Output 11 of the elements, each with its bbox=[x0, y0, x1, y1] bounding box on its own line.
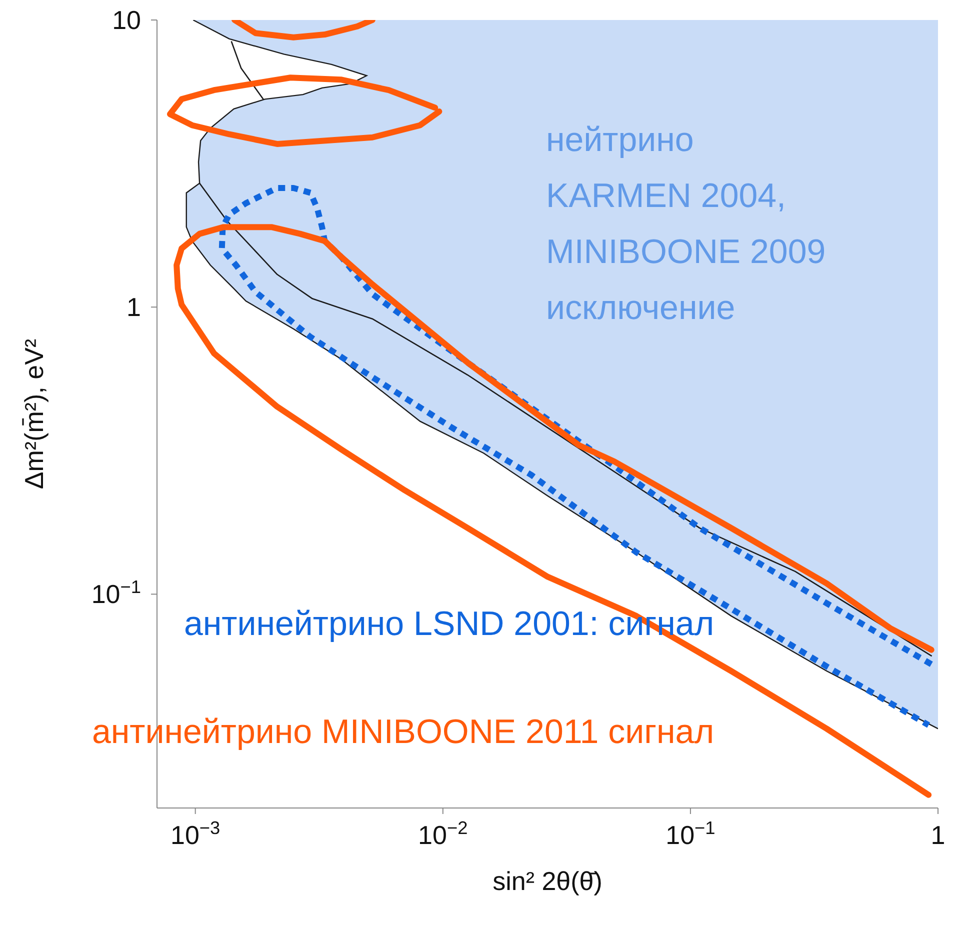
y-tick-label: 1 bbox=[126, 292, 141, 322]
x-tick-label: 1 bbox=[930, 820, 946, 850]
x-tick-label: 10$^{−1}$ bbox=[666, 818, 716, 850]
y-tick-label: 10$^{−1}$ bbox=[91, 577, 141, 610]
series-label: нейтрино KARMEN 2004, MINIBOONE 2009 исключение bbox=[546, 120, 826, 329]
x-tick-label: 10$^{−3}$ bbox=[170, 818, 220, 850]
y-tick-label: 10 bbox=[112, 5, 141, 35]
x-tick-label: 10$^{−2}$ bbox=[418, 818, 468, 850]
x-axis-title: sin² 2θ(θ̄) bbox=[492, 866, 602, 896]
series-label: антинейтрино MINIBOONE 2011 сигнал bbox=[92, 712, 714, 753]
y-axis-title: Δm²(m̄²), eV² bbox=[19, 338, 50, 490]
